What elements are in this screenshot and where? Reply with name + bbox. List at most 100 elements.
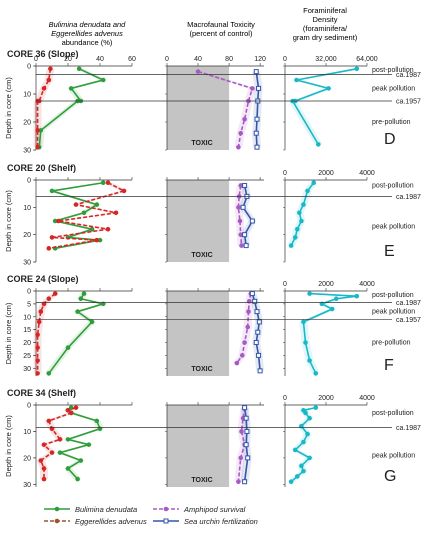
data-point bbox=[65, 466, 71, 471]
data-point bbox=[46, 77, 52, 83]
series-envelope bbox=[48, 182, 108, 249]
data-point bbox=[299, 218, 304, 224]
series-line bbox=[36, 292, 56, 374]
data-point bbox=[301, 439, 306, 445]
y-tick-label: 30 bbox=[23, 148, 31, 155]
data-point bbox=[242, 479, 248, 485]
y-tick-label: 10 bbox=[23, 314, 31, 321]
col1-title-line2: Eggerellides advenus bbox=[51, 29, 123, 38]
data-point bbox=[38, 458, 44, 463]
data-point bbox=[292, 235, 298, 240]
series-line bbox=[48, 182, 127, 250]
col1-title-line1: Bulimina denudata and bbox=[49, 20, 127, 29]
data-point bbox=[38, 128, 44, 133]
y-tick-label: 0 bbox=[27, 64, 31, 71]
data-point bbox=[234, 360, 240, 366]
y-tick-label: 20 bbox=[23, 340, 31, 347]
data-point bbox=[46, 418, 52, 424]
date-line-label: ca.1987 bbox=[396, 425, 421, 432]
data-point bbox=[301, 202, 306, 207]
data-point bbox=[240, 204, 246, 210]
y-tick-label: 0 bbox=[27, 289, 31, 296]
legend-swatch-marker bbox=[54, 506, 60, 512]
density-x-tick-label: 2000 bbox=[318, 281, 334, 288]
data-point bbox=[254, 144, 260, 150]
data-point bbox=[307, 455, 312, 461]
data-point bbox=[242, 405, 248, 411]
series-line bbox=[197, 70, 254, 148]
zone-label: peak pollution bbox=[372, 85, 415, 92]
data-point bbox=[195, 69, 201, 74]
panel-g: CORE 34 (Shelf) Depth in core (cm) 0 10 20 30… bbox=[4, 388, 421, 489]
data-point bbox=[303, 410, 308, 416]
data-point bbox=[245, 324, 251, 330]
y-tick-label: 0 bbox=[27, 178, 31, 185]
data-point bbox=[244, 428, 250, 434]
data-point bbox=[253, 69, 259, 75]
data-point bbox=[236, 144, 241, 150]
data-point bbox=[94, 418, 100, 424]
data-point bbox=[38, 309, 44, 314]
toxic-zone bbox=[167, 405, 230, 487]
data-point bbox=[307, 358, 312, 363]
legend: Bulimina denudata Eggerellides advenus Amp… bbox=[44, 505, 258, 526]
density-x-tick-label: 32,000 bbox=[315, 56, 337, 63]
data-point bbox=[65, 345, 71, 350]
data-point bbox=[49, 188, 55, 194]
zone-label: peak pollution bbox=[372, 309, 415, 316]
data-point bbox=[48, 66, 53, 72]
data-point bbox=[41, 476, 47, 482]
date-line-label: ca.1957 bbox=[396, 317, 421, 324]
y-tick-label: 5 bbox=[27, 301, 31, 308]
data-point bbox=[253, 340, 259, 346]
panel-d: CORE 36 (Slope) Depth in core (cm) 0 10 20 30… bbox=[4, 49, 421, 155]
legend-swatch-marker bbox=[163, 506, 169, 512]
data-point bbox=[249, 218, 255, 224]
data-point bbox=[46, 371, 52, 376]
series-envelope bbox=[287, 407, 320, 482]
toxic-zone bbox=[167, 66, 230, 150]
abundance-x-tick-label: 40 bbox=[96, 56, 104, 63]
legend-item: Eggerellides advenus bbox=[44, 517, 147, 526]
data-point bbox=[295, 474, 300, 479]
data-point bbox=[250, 86, 255, 91]
data-point bbox=[238, 232, 244, 237]
data-point bbox=[113, 210, 119, 216]
data-point bbox=[68, 410, 74, 416]
y-tick-label: 10 bbox=[23, 92, 31, 99]
y-tick-label: 30 bbox=[23, 366, 31, 373]
zone-label: post-pollution bbox=[372, 292, 414, 299]
y-tick-label: 0 bbox=[27, 403, 31, 410]
data-point bbox=[35, 128, 40, 133]
data-point bbox=[301, 319, 306, 325]
data-point bbox=[313, 405, 319, 410]
data-point bbox=[249, 291, 255, 297]
data-point bbox=[41, 466, 47, 471]
data-point bbox=[89, 319, 95, 325]
series-envelope bbox=[44, 293, 108, 374]
series-envelope bbox=[35, 68, 108, 148]
data-point bbox=[256, 319, 262, 325]
toxicity-x-tick-label: 80 bbox=[225, 56, 233, 63]
col3-title-line4: gram dry sediment) bbox=[293, 33, 358, 42]
abundance-x-tick-label: 60 bbox=[128, 56, 136, 63]
core-title: CORE 34 (Shelf) bbox=[7, 388, 76, 398]
density-x-tick-label: 4000 bbox=[359, 395, 375, 402]
data-point bbox=[81, 291, 87, 296]
y-tick-label: 20 bbox=[23, 455, 31, 462]
data-point bbox=[46, 296, 52, 302]
col2-title-line2: (percent of control) bbox=[190, 29, 253, 38]
data-point bbox=[255, 329, 261, 335]
zone-label: post-pollution bbox=[372, 182, 414, 189]
data-point bbox=[36, 319, 42, 325]
y-tick-label: 10 bbox=[23, 205, 31, 212]
data-point bbox=[65, 437, 71, 442]
legend-label: Eggerellides advenus bbox=[75, 517, 147, 526]
data-point bbox=[313, 371, 319, 376]
abundance-x-tick-label: 0 bbox=[34, 56, 38, 63]
series-envelope bbox=[287, 182, 318, 246]
col1-title-line3: abundance (%) bbox=[62, 38, 113, 47]
toxic-label: TOXIC bbox=[191, 366, 212, 373]
data-point bbox=[288, 479, 294, 485]
